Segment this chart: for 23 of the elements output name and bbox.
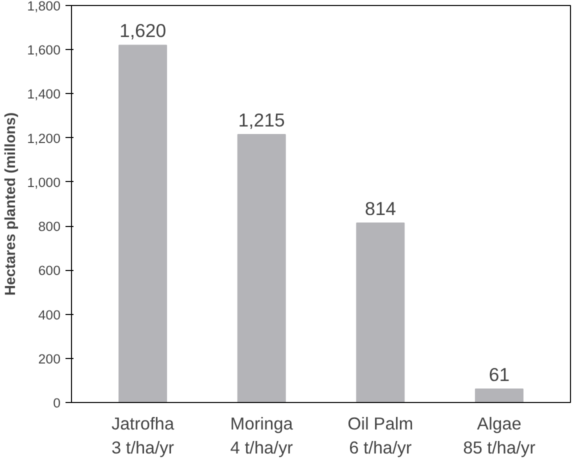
y-tick-label: 800 bbox=[38, 219, 61, 234]
y-tick-label: 1,600 bbox=[27, 42, 61, 58]
x-tick-label: Jatrofha 3 t/ha/yr bbox=[111, 414, 174, 458]
y-tick-label: 1,400 bbox=[27, 86, 61, 102]
data-label: 61 bbox=[488, 364, 510, 386]
data-label: 1,215 bbox=[238, 110, 285, 131]
y-tick-label: 1,800 bbox=[27, 0, 61, 14]
x-tick-label: Oil Palm 6 t/ha/yr bbox=[348, 414, 414, 458]
y-tick-label: 0 bbox=[53, 396, 61, 410]
bar bbox=[118, 44, 168, 402]
y-tick-label: 1,200 bbox=[27, 130, 61, 146]
data-label: 814 bbox=[364, 198, 396, 219]
x-tick-label: Algae 85 t/ha/yr bbox=[463, 414, 536, 458]
x-tick-label: Moringa 4 t/ha/yr bbox=[230, 414, 294, 458]
y-axis-title: Hectares planted (millons) bbox=[3, 112, 20, 296]
y-tick-label: 600 bbox=[38, 263, 61, 278]
bar bbox=[356, 222, 405, 402]
y-tick-label: 200 bbox=[38, 351, 61, 366]
data-label: 1,620 bbox=[119, 20, 166, 42]
y-tick-label: 400 bbox=[38, 307, 61, 322]
bar bbox=[474, 388, 524, 402]
bar bbox=[237, 134, 286, 402]
y-tick-label: 1,000 bbox=[27, 174, 61, 190]
